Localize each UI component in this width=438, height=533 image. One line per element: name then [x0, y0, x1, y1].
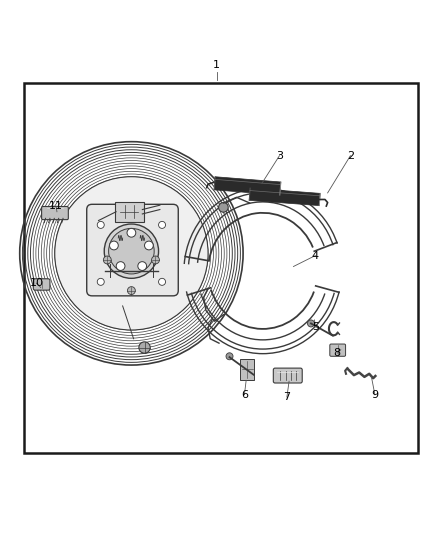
FancyBboxPatch shape [33, 279, 50, 290]
Circle shape [104, 224, 159, 278]
FancyBboxPatch shape [330, 344, 346, 356]
Text: 2: 2 [347, 151, 354, 160]
Text: 7: 7 [283, 392, 290, 402]
Text: 6: 6 [241, 390, 248, 400]
Circle shape [159, 278, 166, 285]
FancyBboxPatch shape [240, 359, 254, 379]
Text: 1: 1 [213, 60, 220, 70]
Text: 10: 10 [29, 278, 43, 288]
Circle shape [226, 353, 233, 360]
Circle shape [152, 256, 159, 264]
Circle shape [103, 256, 111, 264]
Polygon shape [249, 188, 320, 206]
Circle shape [127, 229, 136, 237]
Text: 9: 9 [371, 390, 378, 400]
Bar [24, 83, 418, 453]
Circle shape [127, 287, 135, 295]
Circle shape [110, 241, 118, 250]
FancyBboxPatch shape [42, 206, 68, 220]
FancyBboxPatch shape [115, 201, 144, 222]
Circle shape [145, 241, 153, 250]
FancyBboxPatch shape [87, 204, 178, 296]
Circle shape [116, 262, 125, 270]
Circle shape [159, 221, 166, 229]
Circle shape [307, 320, 314, 327]
Circle shape [97, 221, 104, 229]
Text: 4: 4 [312, 251, 319, 261]
Text: 3: 3 [276, 151, 283, 160]
Circle shape [109, 229, 154, 274]
Polygon shape [214, 177, 281, 195]
Circle shape [55, 177, 208, 330]
Text: 5: 5 [312, 322, 319, 332]
Circle shape [139, 342, 150, 353]
Circle shape [138, 262, 147, 270]
Text: 8: 8 [334, 348, 341, 358]
Circle shape [97, 278, 104, 285]
Circle shape [219, 203, 228, 212]
FancyBboxPatch shape [273, 368, 302, 383]
Text: 11: 11 [49, 201, 63, 211]
